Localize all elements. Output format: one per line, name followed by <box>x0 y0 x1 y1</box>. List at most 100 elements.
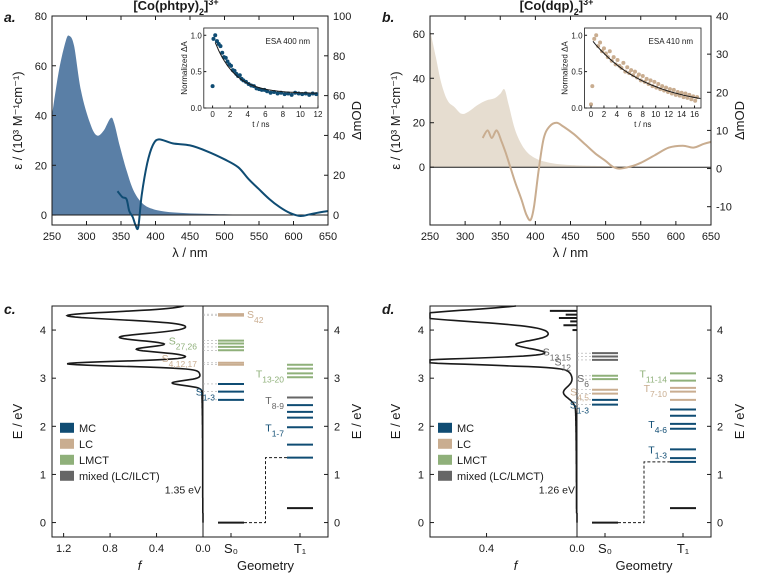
x-tick-label: 450 <box>181 231 199 243</box>
x-tick-label: 600 <box>667 231 685 243</box>
y-tick-label-left: 0 <box>41 210 47 222</box>
inset-point <box>667 87 672 92</box>
legend-swatch <box>60 422 74 433</box>
panel-d: 1.26 eVS13,15S12S6S4,5S1-3T11-14T7-10T4-… <box>382 301 747 573</box>
chart-title: [Co(dqp)2]3+ <box>520 0 594 17</box>
inset-point <box>213 33 218 38</box>
inset-point <box>629 68 634 73</box>
gap-indicator <box>244 457 287 524</box>
inset-point <box>282 92 287 97</box>
inset-x-tick-label: 8 <box>641 110 646 119</box>
y-tick-label-right: 60 <box>333 91 345 103</box>
tas-line <box>481 121 712 222</box>
inset-x-tick-label: 2 <box>602 110 607 119</box>
x-tick-label: 400 <box>146 231 164 243</box>
y-tick-label-right: 0 <box>717 518 723 530</box>
y-tick-label-right: 0 <box>716 164 722 176</box>
y-tick-label-left: 2 <box>40 421 46 433</box>
legend-swatch <box>60 454 74 465</box>
geometry-tick-label: T₁ <box>294 541 307 556</box>
inset-point <box>681 95 686 100</box>
inset-point <box>671 87 676 92</box>
inset-x-tick-label: 8 <box>281 110 286 119</box>
y-axis-label-left: E / eV <box>10 403 25 439</box>
legend-swatch <box>60 438 74 449</box>
panel-label: a. <box>4 9 16 25</box>
x-tick-label: 650 <box>319 231 337 243</box>
x-tick-label: 450 <box>561 231 579 243</box>
x-tick-label: 300 <box>77 231 95 243</box>
inset-point <box>621 60 626 65</box>
y-tick-label-left: 40 <box>413 73 425 85</box>
plot-frame <box>51 305 329 538</box>
y-tick-label-right: 1 <box>334 469 340 481</box>
absorption-area <box>430 29 711 168</box>
x-axis-label: f <box>514 558 519 573</box>
inset-point <box>594 33 599 38</box>
state-label: S6 <box>577 373 589 389</box>
x-tick-label: 0.4 <box>479 543 494 555</box>
geometry-axis-label: Geometry <box>237 558 295 573</box>
y-tick-label-right: 10 <box>716 125 728 137</box>
y-tick-label-right: 0 <box>334 518 340 530</box>
legend-label: mixed (LC/LMCT) <box>457 471 544 483</box>
geometry-axis-label: Geometry <box>615 558 673 573</box>
legend-label: LC <box>79 439 93 451</box>
inset-point <box>214 39 219 44</box>
panel-label: d. <box>382 301 394 317</box>
inset-point <box>640 74 645 78</box>
y-tick-label-left: 60 <box>35 61 47 73</box>
x-tick-label: 500 <box>596 231 614 243</box>
inset-point <box>679 90 684 95</box>
geometry-tick-label: S₀ <box>598 541 612 556</box>
inset-y-tick-label: 0.5 <box>191 68 203 77</box>
inset-point <box>607 49 612 54</box>
inset-point <box>664 85 669 90</box>
y-tick-label-right: 3 <box>717 373 723 385</box>
y-axis-label-right: E / eV <box>732 403 747 439</box>
x-tick-label: 0.0 <box>569 543 584 555</box>
inset: 0 2 4 6 8 10 12 14 16 0.0 0.5 1.0 t / ns Normalized Δ… <box>561 27 702 129</box>
inset-point <box>210 84 215 89</box>
state-label: T4-6 <box>648 419 667 435</box>
inset-point <box>265 89 270 94</box>
inset-fit-line <box>592 40 701 99</box>
inset-y-tick-label: 0.0 <box>571 104 583 113</box>
y-tick-label-left: 2 <box>418 421 424 433</box>
inset-point <box>693 98 698 103</box>
y-tick-label-right: 4 <box>334 325 340 337</box>
x-tick-label: 650 <box>702 231 720 243</box>
y-tick-label-right: -10 <box>716 202 732 214</box>
tas-line <box>116 138 329 231</box>
x-tick-label: 500 <box>215 231 233 243</box>
x-axis-label: λ / nm <box>172 245 207 260</box>
inset-point <box>636 72 641 77</box>
x-tick-label: 0.0 <box>195 543 210 555</box>
absorption-area <box>52 35 328 216</box>
gap-label: 1.35 eV <box>165 485 201 497</box>
y-tick-label-left: 4 <box>40 325 46 337</box>
inset-fit-line <box>214 42 318 94</box>
inset-x-tick-label: 12 <box>314 110 323 119</box>
x-tick-label: 600 <box>284 231 302 243</box>
legend-label: mixed (LC/ILCT) <box>79 471 160 483</box>
y-tick-label-left: 40 <box>35 111 47 123</box>
x-tick-label: 0.4 <box>149 543 164 555</box>
inset-point <box>229 63 234 68</box>
inset-point <box>611 55 616 60</box>
inset-x-tick-label: 10 <box>296 110 305 119</box>
inset-x-tick-label: 6 <box>628 110 633 119</box>
inset-point <box>683 91 688 96</box>
inset-point <box>596 44 601 49</box>
inset-point <box>660 84 665 89</box>
legend-swatch <box>438 454 452 465</box>
y-tick-label-right: 80 <box>333 51 345 63</box>
inset-x-tick-label: 0 <box>210 110 215 119</box>
x-tick-label: 1.2 <box>56 543 71 555</box>
inset-y-tick-label: 0.5 <box>571 68 583 77</box>
y-tick-label-right: 4 <box>717 325 723 337</box>
state-label: T1-3 <box>648 444 667 460</box>
inset-point <box>223 55 228 60</box>
